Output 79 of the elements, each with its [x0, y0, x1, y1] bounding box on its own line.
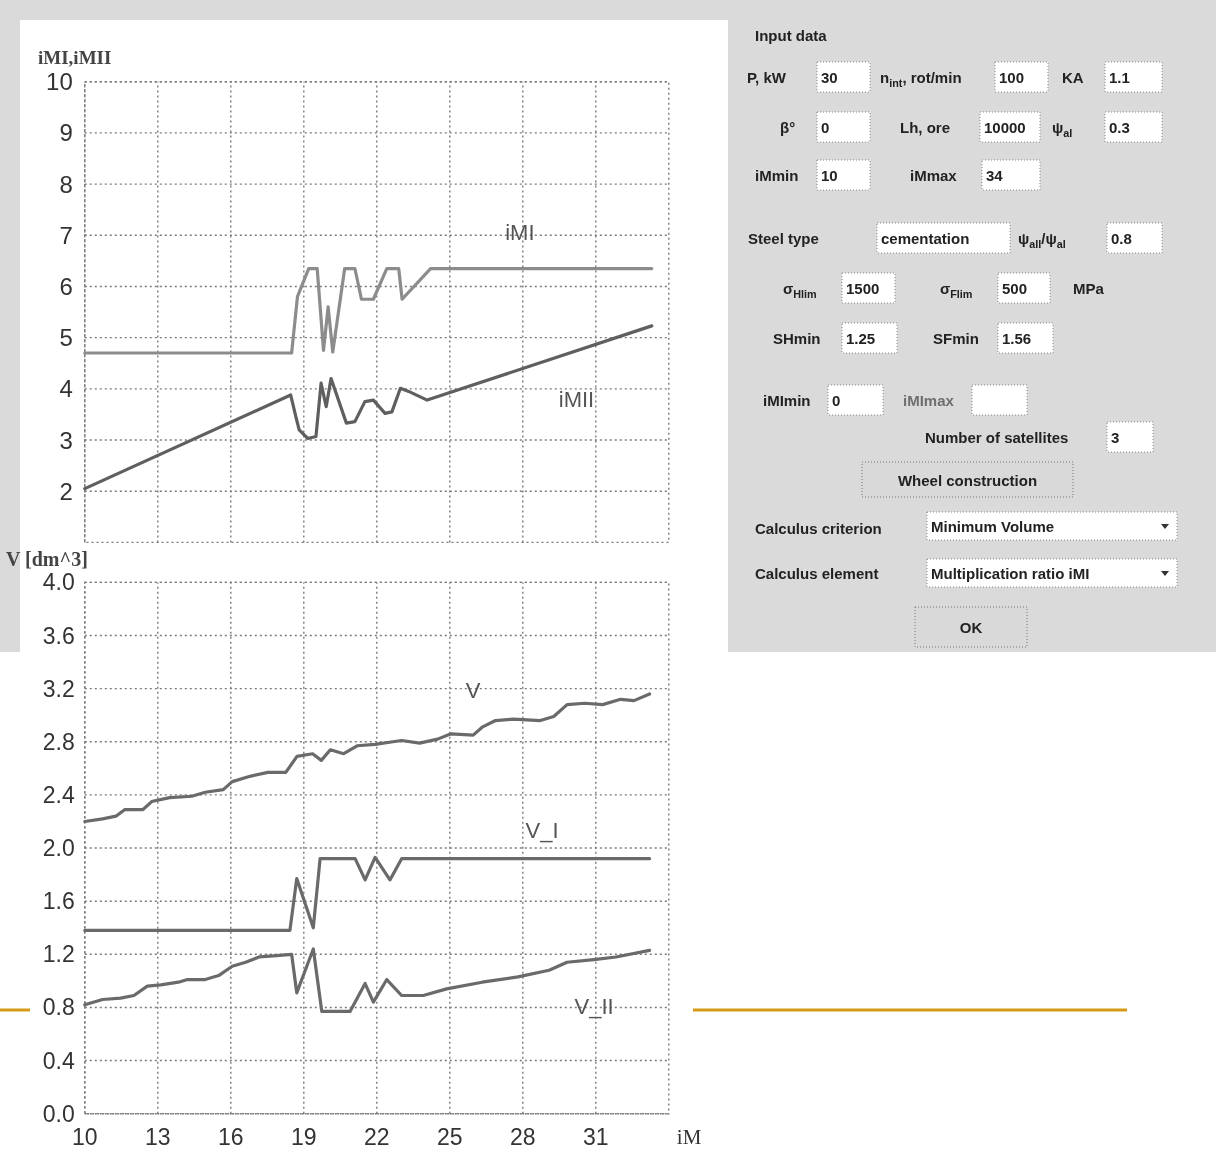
text: 1.56 — [1002, 329, 1032, 347]
y-tick-label: 3.2 — [42, 675, 75, 702]
x-axis-title: iM — [676, 1124, 702, 1149]
y-tick-label: 2.8 — [42, 728, 75, 755]
text: iMmin — [755, 166, 799, 184]
text: 3 — [1111, 428, 1120, 446]
text: KA — [1062, 68, 1084, 86]
text: SFmin — [933, 329, 979, 347]
text: MPa — [1073, 279, 1105, 297]
text: 0.3 — [1109, 118, 1130, 136]
y-tick-label: 4.0 — [42, 569, 75, 596]
series-label: iMI — [505, 219, 535, 245]
text: Minimum Volume — [931, 517, 1055, 535]
text: iMmax — [910, 166, 958, 184]
series-label: V_I — [525, 817, 559, 843]
text: Steel type — [748, 229, 819, 247]
x-tick-label: 19 — [291, 1123, 317, 1150]
series-label: V — [465, 677, 481, 703]
y-axis-title: V [dm^3] — [6, 548, 88, 570]
y-tick-label: 7 — [59, 221, 73, 249]
line-series — [83, 324, 654, 491]
y-tick-label: 1.6 — [42, 888, 75, 915]
text: 500 — [1002, 279, 1028, 297]
y-tick-label: 0.4 — [42, 1047, 75, 1074]
x-tick-label: 16 — [218, 1123, 244, 1150]
text: SHmin — [773, 329, 821, 347]
y-tick-label: 2.4 — [42, 781, 75, 808]
text: Input data — [755, 26, 828, 44]
text: σ$_{Hlim}$ — [783, 279, 817, 300]
text: 100 — [999, 68, 1025, 86]
text: 10 — [821, 166, 838, 184]
x-tick-label: 13 — [145, 1123, 171, 1150]
line-series — [83, 266, 654, 355]
text: 0.8 — [1111, 229, 1132, 247]
y-tick-label: 0.0 — [42, 1100, 75, 1127]
text: 1500 — [846, 279, 880, 297]
line-series — [83, 855, 652, 932]
text: Wheel construction — [897, 471, 1038, 488]
text: P, kW — [747, 68, 787, 86]
text: 30 — [821, 68, 838, 86]
x-tick-label: 25 — [437, 1123, 463, 1150]
text: σ$_{Flim}$ — [940, 279, 973, 300]
y-tick-label: 5 — [59, 324, 73, 352]
x-tick-label: 31 — [583, 1123, 609, 1150]
text: Number of satellites — [925, 428, 1069, 446]
y-tick-label: 0.8 — [42, 994, 75, 1021]
text: n$_{int}$, rot/min — [880, 68, 962, 89]
series-label: V_II — [574, 993, 614, 1019]
x-tick-label: 28 — [510, 1123, 536, 1150]
text: Lh, ore — [900, 118, 951, 136]
y-tick-label: 3.6 — [42, 622, 75, 649]
text: cementation — [881, 229, 970, 247]
text: 0 — [832, 391, 841, 409]
text: Multiplication ratio iMI — [931, 564, 1090, 582]
text: ψ$_{aI}$ — [1052, 118, 1073, 139]
y-tick-label: 2 — [59, 477, 73, 505]
text: 0 — [821, 118, 830, 136]
y-tick-label: 6 — [59, 272, 73, 300]
text: iMImin — [763, 391, 811, 409]
series-label: iMII — [558, 386, 595, 412]
text: Calculus criterion — [755, 519, 882, 537]
text: Calculus element — [755, 564, 879, 582]
text: 34 — [986, 166, 1004, 184]
y-tick-label: 4 — [59, 375, 73, 403]
text: 10000 — [984, 118, 1026, 136]
text: 1.1 — [1109, 68, 1130, 86]
y-tick-label: 2.0 — [42, 835, 75, 862]
y-tick-label: 1.2 — [42, 941, 75, 968]
text: iMImax — [903, 391, 955, 409]
text: ψ$_{aII}$/ψ$_{aI}$ — [1018, 229, 1066, 250]
text: 1.25 — [846, 329, 876, 347]
text: β° — [780, 118, 796, 136]
x-tick-label: 22 — [364, 1123, 390, 1150]
y-tick-label: 3 — [59, 426, 73, 454]
text: OK — [959, 618, 983, 636]
y-tick-label: 9 — [59, 119, 73, 147]
y-axis-title: iMI,iMII — [38, 46, 112, 68]
y-tick-label: 10 — [46, 68, 73, 96]
y-tick-label: 8 — [59, 170, 73, 198]
